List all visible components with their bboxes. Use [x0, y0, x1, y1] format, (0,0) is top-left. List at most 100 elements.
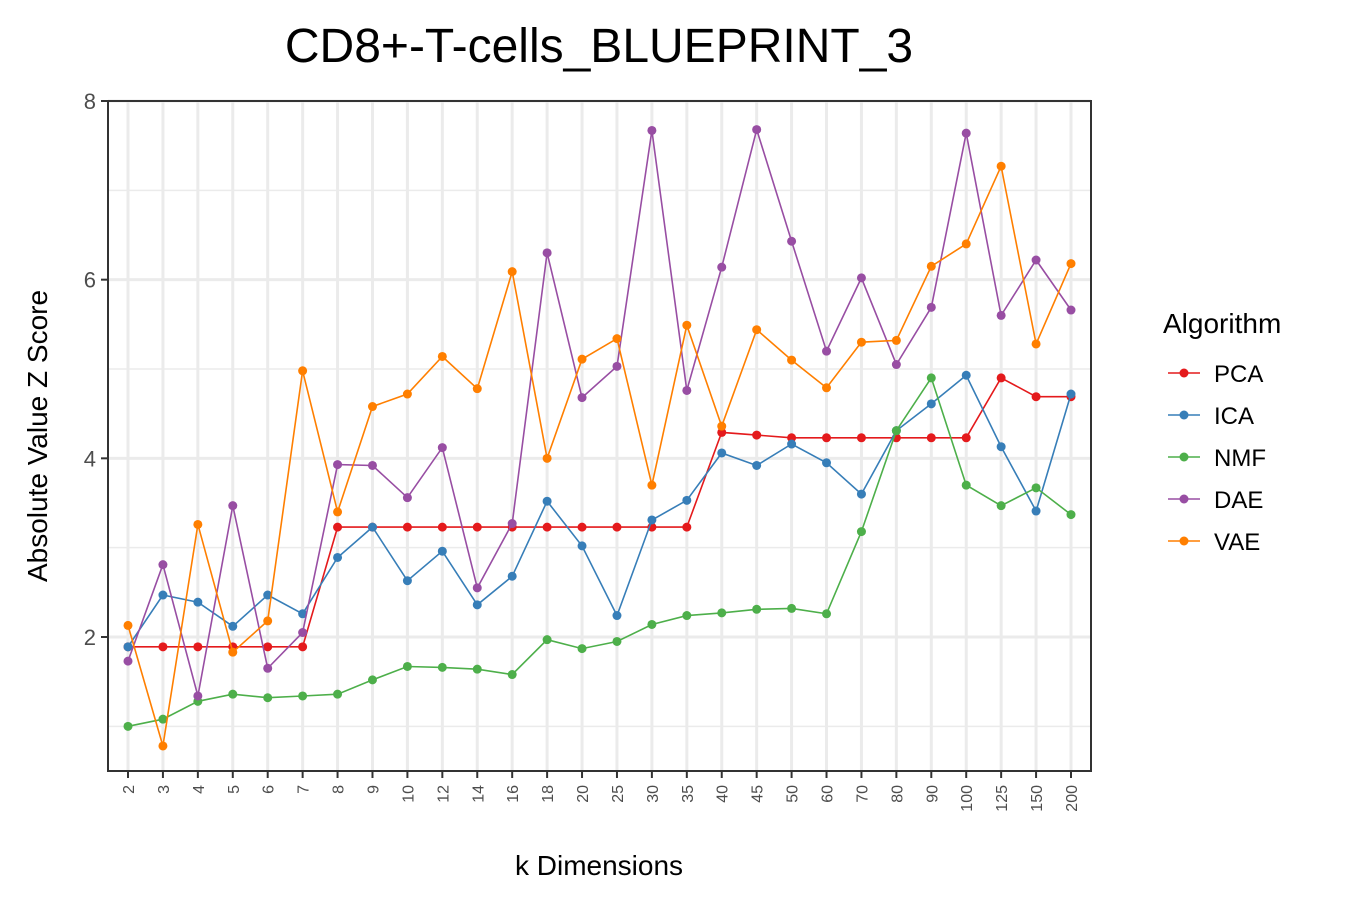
data-point — [961, 128, 971, 138]
data-point — [437, 546, 447, 556]
data-point — [1066, 389, 1076, 399]
data-point — [507, 519, 517, 529]
data-point — [1066, 259, 1076, 269]
data-point — [717, 448, 727, 458]
data-point — [1031, 339, 1041, 349]
data-point — [717, 427, 727, 437]
data-point — [333, 507, 343, 517]
data-point — [437, 522, 447, 532]
data-point — [612, 636, 622, 646]
data-point — [333, 689, 343, 699]
x-tick-label: 100 — [959, 785, 976, 812]
legend-item-vae: VAE — [1168, 529, 1260, 556]
x-tick-label: 20 — [575, 785, 592, 803]
data-point — [647, 515, 657, 525]
data-point — [123, 620, 133, 630]
data-point — [996, 310, 1006, 320]
data-point — [717, 421, 727, 431]
x-tick-label: 18 — [540, 785, 557, 803]
data-point — [926, 261, 936, 271]
x-tick-label: 125 — [994, 785, 1011, 812]
x-tick-label: 9 — [365, 785, 382, 794]
y-tick-label: 2 — [84, 625, 96, 650]
y-tick-label: 4 — [84, 446, 96, 471]
x-tick-label: 35 — [680, 785, 697, 803]
data-point — [752, 460, 762, 470]
data-point — [682, 385, 692, 395]
chart-title: CD8+-T-cells_BLUEPRINT_3 — [285, 20, 913, 73]
data-point — [996, 373, 1006, 383]
x-tick-label: 200 — [1064, 785, 1081, 812]
data-point — [752, 430, 762, 440]
data-point — [822, 383, 832, 393]
x-tick-label: 10 — [400, 785, 417, 803]
plot-panel-border — [107, 100, 1092, 772]
data-point — [472, 522, 482, 532]
series-dae — [123, 125, 1076, 701]
data-point — [822, 458, 832, 468]
legend-label: DAE — [1214, 487, 1263, 514]
data-point — [577, 522, 587, 532]
data-point — [926, 373, 936, 383]
series-layer — [123, 125, 1076, 751]
y-axis-title: Absolute Value Z Score — [22, 290, 53, 582]
series-line — [128, 376, 1071, 648]
x-tick-label: 30 — [645, 785, 662, 803]
data-point — [856, 273, 866, 283]
data-point — [752, 325, 762, 335]
data-point — [367, 402, 377, 412]
data-point — [542, 496, 552, 506]
data-point — [123, 656, 133, 666]
x-axis-title: k Dimensions — [515, 850, 683, 881]
data-point — [542, 522, 552, 532]
x-tick-label: 14 — [470, 785, 487, 803]
x-tick-label: 90 — [924, 785, 941, 803]
data-point — [822, 609, 832, 619]
data-point — [926, 302, 936, 312]
y-tick-label: 8 — [84, 89, 96, 114]
data-point — [507, 571, 517, 581]
data-point — [787, 433, 797, 443]
data-point — [472, 583, 482, 593]
data-point — [961, 433, 971, 443]
data-point — [263, 693, 273, 703]
data-point — [996, 442, 1006, 452]
x-tick-label: 25 — [610, 785, 627, 803]
legend-label: PCA — [1214, 361, 1263, 388]
data-point — [123, 721, 133, 731]
x-tick-label: 3 — [156, 785, 173, 794]
legend-marker — [1179, 410, 1189, 420]
y-axis: 2 4 6 8 — [84, 89, 108, 650]
data-point — [542, 635, 552, 645]
data-point — [856, 337, 866, 347]
data-point — [717, 262, 727, 272]
series-line — [127, 376, 1072, 728]
legend-marker — [1179, 494, 1189, 504]
data-point — [682, 611, 692, 621]
data-point — [507, 267, 517, 277]
data-point — [856, 489, 866, 499]
data-point — [228, 689, 238, 699]
data-point — [752, 604, 762, 614]
data-point — [193, 691, 203, 701]
data-point — [682, 320, 692, 330]
data-point — [717, 608, 727, 618]
data-point — [647, 480, 657, 490]
x-tick-label: 6 — [261, 785, 278, 794]
data-point — [158, 714, 168, 724]
data-point — [472, 664, 482, 674]
data-point — [577, 541, 587, 551]
legend-marker — [1179, 368, 1189, 378]
data-point — [367, 675, 377, 685]
data-point — [996, 161, 1006, 171]
data-point — [822, 433, 832, 443]
series-ica — [123, 370, 1076, 652]
data-point — [926, 399, 936, 409]
data-point — [333, 460, 343, 470]
data-point — [647, 125, 657, 135]
data-point — [612, 611, 622, 621]
legend-item-nmf: NMF — [1168, 445, 1266, 472]
legend-label: NMF — [1214, 445, 1266, 472]
data-point — [961, 239, 971, 249]
